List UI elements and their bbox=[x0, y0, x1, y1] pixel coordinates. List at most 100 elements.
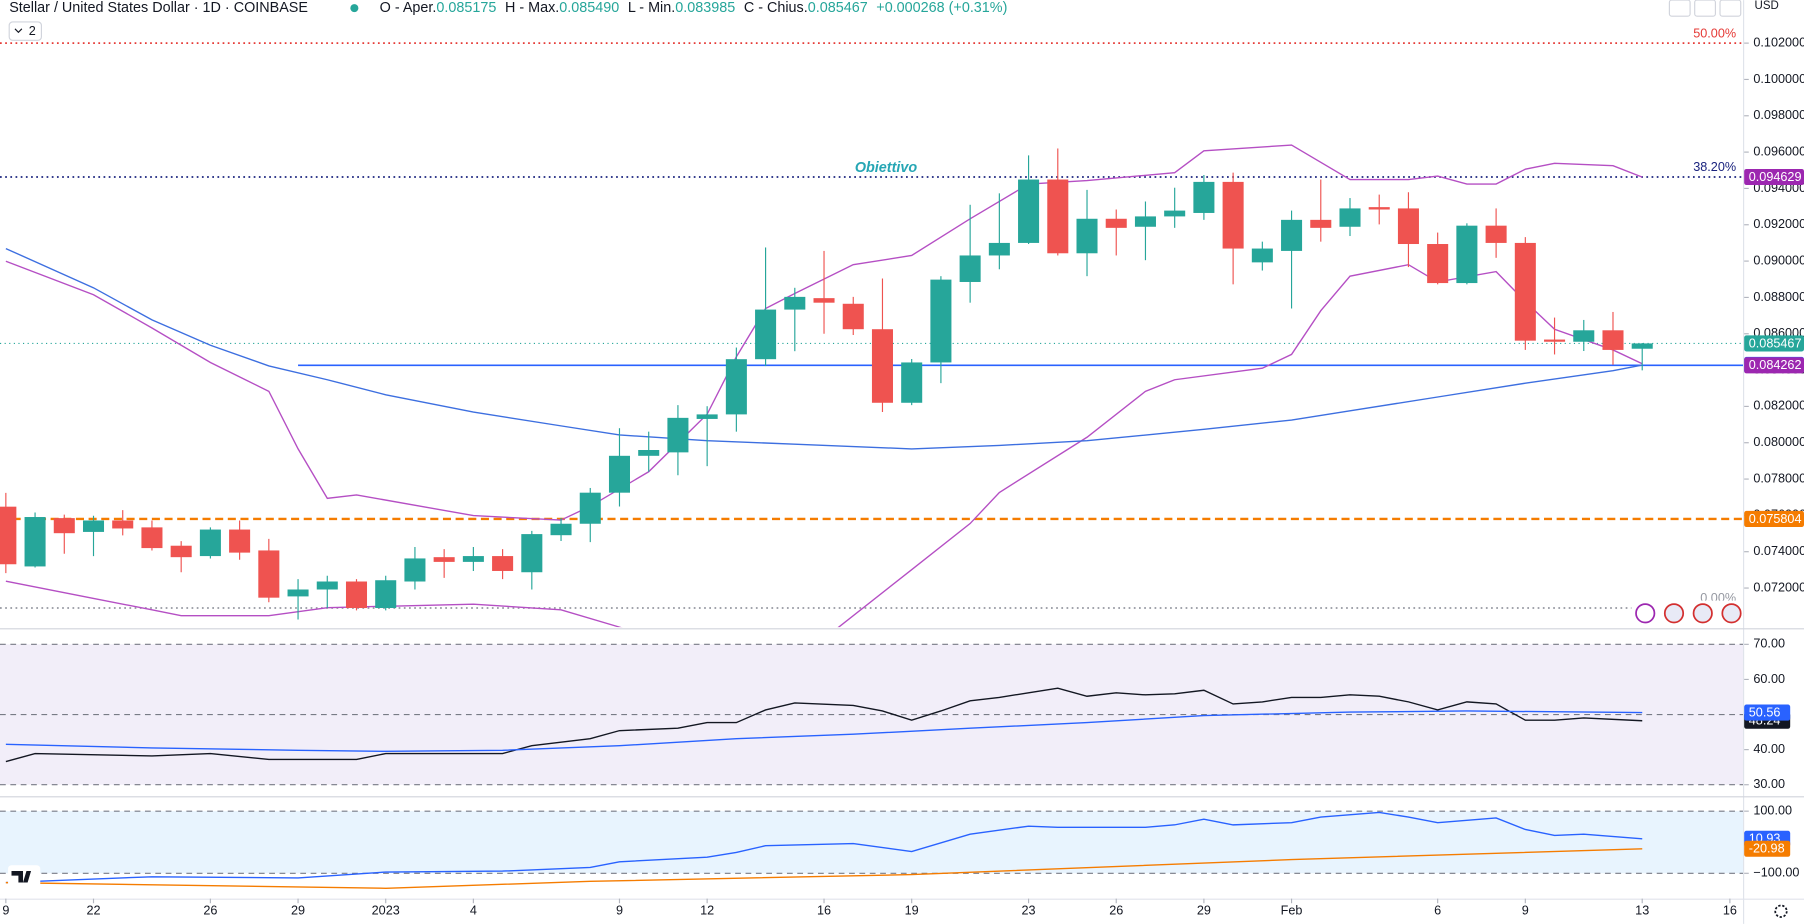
cci-pane bbox=[0, 810, 1744, 889]
x-tick-label: 9 bbox=[2, 904, 9, 918]
change: +0.000268 (+0.31%) bbox=[876, 0, 1007, 16]
price-label bbox=[1744, 168, 1804, 186]
indicator-line bbox=[5, 247, 1643, 450]
candle-body bbox=[316, 581, 338, 590]
x-tick-label: Feb bbox=[1281, 904, 1303, 918]
event-icon[interactable] bbox=[1692, 603, 1713, 624]
fib-level-label: 50.00% bbox=[1693, 26, 1736, 40]
candle-body bbox=[1456, 225, 1478, 284]
fullscreen-button[interactable] bbox=[1719, 0, 1742, 17]
candle-body bbox=[638, 449, 660, 456]
ohlc-key: C - Chius. bbox=[744, 0, 808, 16]
candle-body bbox=[725, 359, 747, 415]
indicator-line bbox=[5, 811, 1643, 884]
candle-body bbox=[1368, 207, 1390, 210]
y-tick-label: 40.00 bbox=[1753, 742, 1785, 756]
x-tick-label: 12 bbox=[700, 904, 714, 918]
price-label-text: 0.084262 bbox=[1749, 358, 1802, 372]
y-tick-label: −100.00 bbox=[1753, 866, 1799, 880]
candle-body bbox=[375, 580, 397, 609]
indicator-line bbox=[5, 687, 1643, 763]
candle-body bbox=[287, 589, 309, 597]
y-tick-label: 0.088000 bbox=[1753, 290, 1804, 304]
last-value-text: 50.56 bbox=[1749, 705, 1781, 719]
candle-body bbox=[24, 517, 46, 567]
collapse-button[interactable] bbox=[8, 21, 42, 41]
y-tick-label: 30.00 bbox=[1753, 777, 1785, 791]
candle-body bbox=[1222, 181, 1244, 249]
y-tick-label: 0.074000 bbox=[1753, 544, 1804, 558]
candle-body bbox=[579, 492, 601, 524]
settings-icon[interactable] bbox=[1774, 904, 1788, 918]
x-tick-label: 9 bbox=[616, 904, 623, 918]
event-icon[interactable] bbox=[1635, 603, 1656, 624]
ohlc-value: 0.085490 bbox=[559, 0, 619, 16]
event-icons bbox=[1631, 600, 1742, 626]
x-tick-label: 29 bbox=[1197, 904, 1211, 918]
logo bbox=[8, 865, 41, 889]
event-icon[interactable] bbox=[1663, 603, 1685, 624]
candle-body bbox=[53, 518, 75, 534]
candle-body bbox=[1427, 244, 1449, 284]
status-dot bbox=[350, 4, 359, 13]
ohlc: O - Aper.0.085175 H - Max.0.085490 L - M… bbox=[380, 0, 1008, 16]
candle-body bbox=[112, 520, 134, 529]
candle-body bbox=[0, 506, 17, 565]
candle-body bbox=[871, 329, 893, 403]
y-tick-label: 0.096000 bbox=[1753, 144, 1804, 158]
scroll-button[interactable] bbox=[1668, 0, 1691, 17]
x-tick-label: 29 bbox=[291, 904, 305, 918]
price-pane: 50.00%38.20%0.00% bbox=[0, 26, 1744, 628]
x-tick-label: 4 bbox=[470, 904, 477, 918]
candle-body bbox=[82, 520, 105, 532]
candle-body bbox=[1573, 330, 1595, 342]
candle-body bbox=[1047, 179, 1069, 254]
candle-body bbox=[1544, 339, 1566, 342]
price-label bbox=[1744, 510, 1804, 528]
candle-body bbox=[433, 557, 455, 562]
candle-body bbox=[1485, 225, 1507, 243]
candle-body bbox=[1193, 181, 1215, 213]
x-tick-label: 6 bbox=[1434, 904, 1441, 918]
candle-body bbox=[462, 556, 484, 562]
y-tick-label: 0.082000 bbox=[1753, 399, 1804, 413]
currency: USD bbox=[1755, 0, 1779, 12]
x-tick-label: 22 bbox=[86, 904, 100, 918]
y-tick-label: 0.102000 bbox=[1753, 35, 1804, 49]
symbol: Stellar / United States Dollar · 1D · CO… bbox=[9, 0, 308, 16]
x-tick-label: 16 bbox=[1723, 904, 1737, 918]
logo-bg bbox=[8, 865, 41, 889]
candle-body bbox=[842, 303, 864, 330]
y-tick-label: 0.100000 bbox=[1753, 72, 1804, 86]
candle-body bbox=[1631, 343, 1653, 349]
ohlc-key: L - Min. bbox=[628, 0, 675, 16]
chevron bbox=[14, 28, 23, 34]
candle-body bbox=[1251, 248, 1273, 263]
candle-body bbox=[930, 279, 952, 363]
maximize-button[interactable] bbox=[1694, 0, 1716, 17]
candle-body bbox=[784, 296, 806, 310]
logo-mark bbox=[11, 871, 32, 883]
candle-body bbox=[404, 558, 426, 582]
last-value-label bbox=[1744, 704, 1791, 721]
band-fill bbox=[0, 811, 1744, 874]
header: Stellar / United States Dollar · 1D · CO… bbox=[0, 0, 1779, 41]
candle-body bbox=[1018, 179, 1040, 243]
y-tick-label: 0.098000 bbox=[1753, 108, 1804, 122]
candle-body bbox=[345, 581, 368, 609]
candle-body bbox=[550, 523, 572, 536]
candle-body bbox=[667, 417, 689, 453]
price-label bbox=[1744, 357, 1804, 374]
header-bg bbox=[0, 0, 1657, 17]
candle-body bbox=[521, 534, 543, 573]
candle-body bbox=[1105, 218, 1127, 228]
price-label-text: 0.075804 bbox=[1749, 512, 1802, 526]
event-icon[interactable] bbox=[1721, 603, 1742, 624]
ohlc-value: 0.085175 bbox=[436, 0, 496, 16]
candle-body bbox=[258, 550, 280, 598]
candle-body bbox=[229, 529, 251, 553]
ohlc-key: H - Max. bbox=[505, 0, 559, 16]
candle-body bbox=[1281, 219, 1303, 251]
